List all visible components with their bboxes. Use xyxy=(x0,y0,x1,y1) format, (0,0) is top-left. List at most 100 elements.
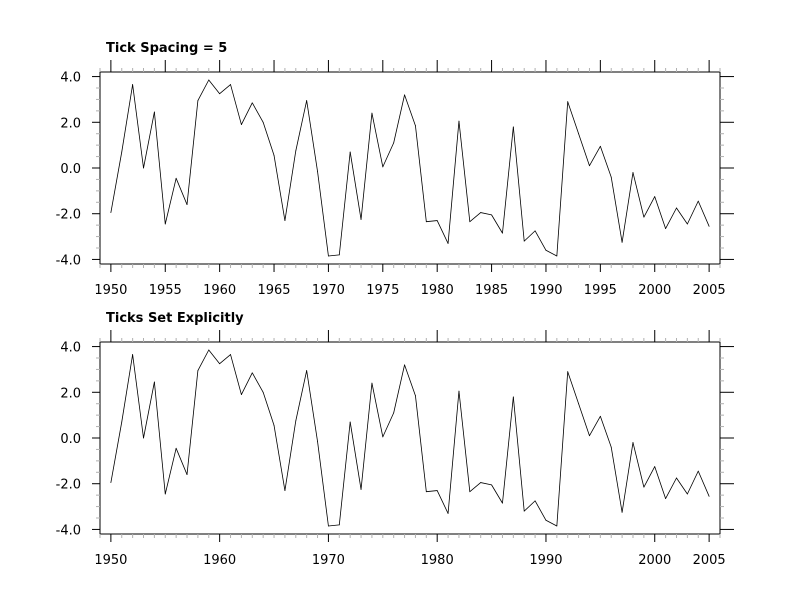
series-segment xyxy=(697,470,710,497)
y-tick-label: 0.0 xyxy=(60,432,81,447)
series-segment xyxy=(219,354,231,365)
series-segment xyxy=(197,79,210,101)
x-tick-label: 1980 xyxy=(421,553,454,568)
y-tick-label: -4.0 xyxy=(56,253,81,268)
x-tick-label: 2000 xyxy=(638,283,671,298)
series-segment xyxy=(153,381,166,495)
series-segment xyxy=(621,172,634,243)
series-segment xyxy=(175,177,188,205)
series-segment xyxy=(393,94,405,144)
series-segment xyxy=(502,126,514,234)
panel-title: Ticks Set Explicitly xyxy=(106,311,244,326)
series-segment xyxy=(208,349,221,365)
x-tick-label: 1980 xyxy=(421,283,454,298)
y-tick-label: -2.0 xyxy=(56,478,81,493)
series-segment xyxy=(143,111,155,169)
series-segment xyxy=(676,477,688,495)
minor-ticks xyxy=(96,338,724,538)
series-segment xyxy=(153,111,166,225)
x-tick-label: 1960 xyxy=(203,553,236,568)
series-segment xyxy=(273,425,286,491)
series-segment xyxy=(610,176,623,243)
series-segment xyxy=(360,112,373,220)
series-segment xyxy=(512,396,525,512)
series xyxy=(110,349,710,527)
series-segment xyxy=(567,101,579,135)
series-segment xyxy=(110,151,123,213)
panel-ticks-explicit: Ticks Set Explicitly -4.0 -2.0 0.0 2.0 4.0 1… xyxy=(56,311,734,568)
series-segment xyxy=(415,395,427,493)
series-segment xyxy=(262,391,275,426)
series-segment xyxy=(447,390,460,514)
x-tick-label: 1955 xyxy=(149,283,182,298)
series-segment xyxy=(382,142,395,168)
series-segment xyxy=(632,442,645,488)
series-segment xyxy=(404,94,416,127)
x-tick-label: 1960 xyxy=(203,283,236,298)
series-segment xyxy=(425,490,438,493)
series-segment xyxy=(393,364,405,414)
series-segment xyxy=(132,354,144,439)
series-segment xyxy=(121,84,134,153)
series-segment xyxy=(610,446,623,513)
series-segment xyxy=(284,420,297,491)
series-segment xyxy=(382,412,395,438)
series-segment xyxy=(589,415,601,437)
series-segment xyxy=(306,100,318,172)
series-segment xyxy=(578,133,590,167)
series-segment xyxy=(110,421,123,483)
series-segment xyxy=(436,490,449,514)
series-segment xyxy=(338,421,351,526)
series-segment xyxy=(643,196,656,218)
series-segment xyxy=(545,249,558,257)
series-segment xyxy=(599,415,612,448)
series-segment xyxy=(447,120,460,244)
series-segment xyxy=(186,370,199,475)
series-segment xyxy=(425,220,438,223)
series-segment xyxy=(371,112,384,168)
series-segment xyxy=(458,390,471,493)
series-segment xyxy=(502,396,514,504)
minor-ticks xyxy=(96,68,724,268)
y-tick-label: -4.0 xyxy=(56,523,81,538)
series-segment xyxy=(121,354,134,423)
series-segment xyxy=(556,101,569,257)
series-segment xyxy=(480,212,492,216)
y-axis: -4.0 -2.0 0.0 2.0 4.0 xyxy=(56,341,734,538)
series-segment xyxy=(458,120,471,223)
series-segment xyxy=(556,371,569,527)
plot-frame xyxy=(99,71,721,265)
series-segment xyxy=(132,84,144,169)
series-segment xyxy=(164,447,177,495)
x-tick-label: 2005 xyxy=(693,283,726,298)
series-segment xyxy=(295,370,308,422)
series-segment xyxy=(436,220,449,244)
x-tick-label: 1970 xyxy=(312,553,345,568)
series-segment xyxy=(415,125,427,223)
x-tick-label: 1965 xyxy=(257,283,290,298)
series-segment xyxy=(306,370,318,442)
y-axis: -4.0 -2.0 0.0 2.0 4.0 xyxy=(56,71,734,268)
series-segment xyxy=(284,150,297,221)
x-tick-label: 1985 xyxy=(475,283,508,298)
x-tick-label: 1990 xyxy=(529,553,562,568)
y-tick-label: 2.0 xyxy=(60,386,81,401)
series-segment xyxy=(262,121,275,156)
series-segment xyxy=(686,200,699,225)
series-segment xyxy=(621,442,634,513)
series-segment xyxy=(328,524,340,527)
series-segment xyxy=(676,207,688,225)
x-tick-label: 1990 xyxy=(529,283,562,298)
series-segment xyxy=(273,155,286,221)
series-segment xyxy=(317,171,329,257)
plot-frame xyxy=(99,341,721,535)
x-tick-label: 1950 xyxy=(94,283,127,298)
series-segment xyxy=(686,470,699,495)
series-segment xyxy=(349,151,362,220)
x-tick-label: 1970 xyxy=(312,283,345,298)
series-segment xyxy=(208,79,221,95)
series-segment xyxy=(643,466,656,488)
series-segment xyxy=(469,482,482,493)
